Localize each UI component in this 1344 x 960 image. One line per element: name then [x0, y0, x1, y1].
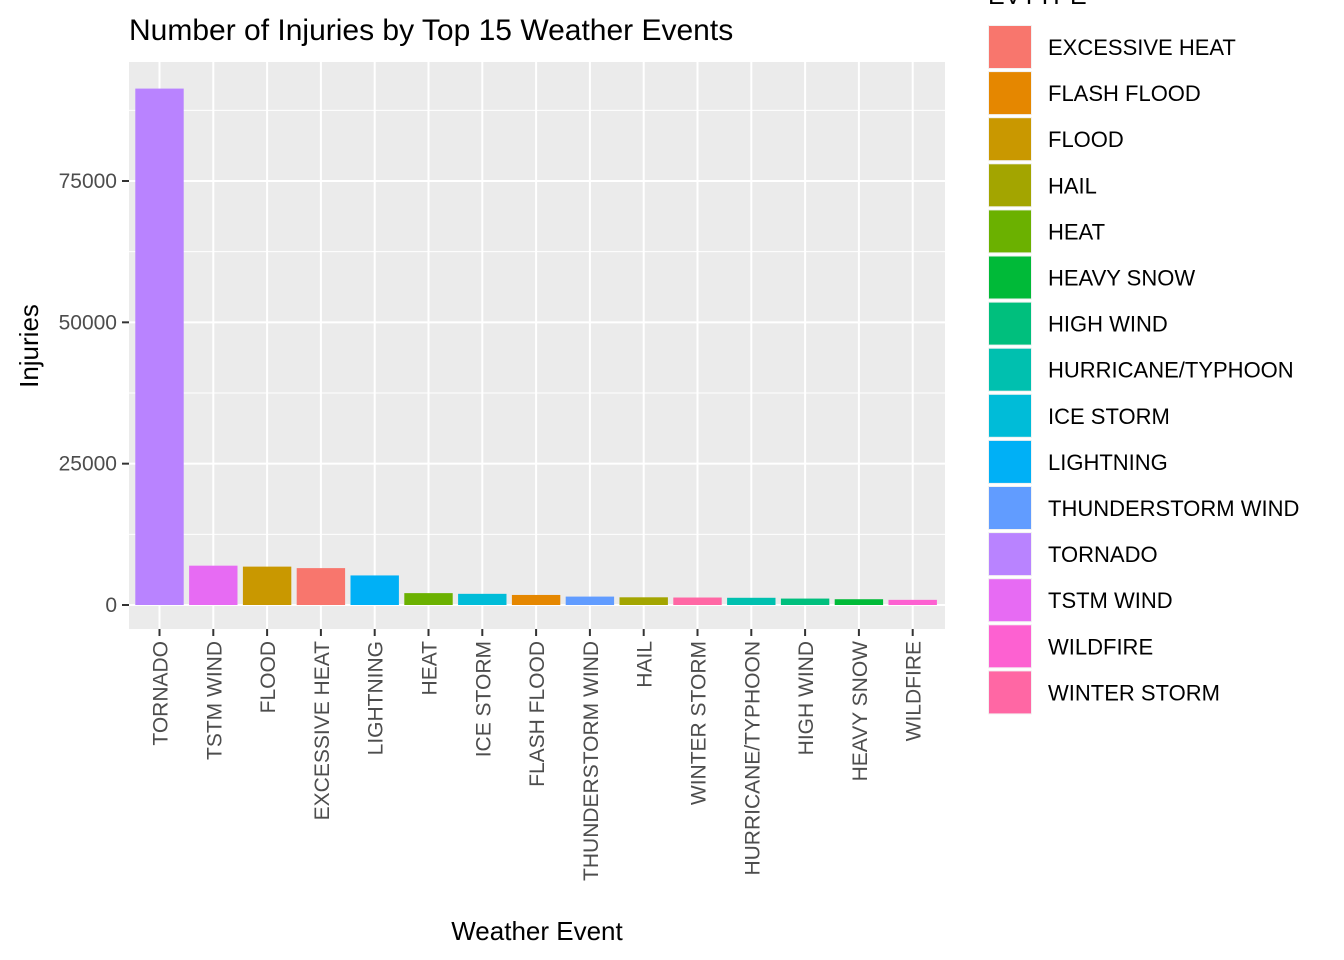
x-tick-label: TORNADO [150, 641, 173, 746]
x-tick-label: HURRICANE/TYPHOON [741, 641, 764, 876]
legend-label: ICE STORM [1048, 404, 1170, 429]
legend-swatch [989, 210, 1031, 253]
x-tick-label: HIGH WIND [795, 641, 818, 755]
legend-label: LIGHTNING [1048, 450, 1168, 475]
bar-wildfire [888, 599, 937, 605]
bar-heavy-snow [834, 599, 884, 605]
legend-swatch [989, 394, 1031, 437]
bar-winter-storm [673, 597, 722, 605]
legend-title: EVTYPE [988, 0, 1087, 10]
bar-thunderstorm-wind [565, 596, 615, 605]
legend-swatch [989, 72, 1031, 115]
x-tick-label: TSTM WIND [203, 641, 226, 760]
legend-label: HEAVY SNOW [1048, 266, 1195, 291]
bar-ice-storm [458, 593, 507, 605]
bar-flood [242, 566, 292, 605]
legend-swatch [989, 487, 1031, 529]
legend-label: TORNADO [1048, 542, 1158, 567]
y-axis-title: Injuries [14, 304, 44, 388]
legend-swatch [989, 440, 1031, 483]
legend-label: HAIL [1048, 173, 1097, 198]
legend-swatch [989, 533, 1031, 576]
legend-label: WILDFIRE [1048, 634, 1153, 659]
x-tick-label: THUNDERSTORM WIND [580, 641, 603, 881]
bar-excessive-heat [296, 568, 346, 605]
legend-label: FLOOD [1048, 127, 1124, 152]
bar-flash-flood [511, 594, 561, 605]
bar-hurricane-typhoon [727, 597, 776, 605]
legend-swatch [989, 26, 1031, 68]
x-tick-label: HEAT [419, 641, 442, 696]
x-tick-label: HAIL [634, 641, 657, 688]
x-tick-label: LIGHTNING [365, 641, 388, 755]
legend-label: HEAT [1048, 219, 1105, 244]
legend-swatch [989, 164, 1031, 207]
bar-heat [404, 593, 453, 605]
legend-label: FLASH FLOOD [1048, 81, 1201, 106]
y-tick-label: 25000 [59, 453, 117, 476]
legend-swatch [989, 671, 1031, 714]
x-tick-label: EXCESSIVE HEAT [311, 641, 334, 821]
x-axis-title: Weather Event [451, 916, 623, 946]
legend-label: TSTM WIND [1048, 588, 1173, 613]
chart-title: Number of Injuries by Top 15 Weather Eve… [129, 14, 733, 47]
legend-swatch [989, 625, 1031, 668]
bar-lightning [350, 575, 399, 605]
x-tick-label: FLASH FLOOD [526, 641, 549, 787]
x-tick-label: WILDFIRE [903, 641, 926, 741]
legend-label: THUNDERSTORM WIND [1048, 496, 1299, 521]
legend-label: WINTER STORM [1048, 680, 1220, 705]
y-tick-label: 50000 [59, 311, 117, 334]
y-tick-label: 0 [105, 594, 117, 617]
legend-label: HIGH WIND [1048, 312, 1168, 337]
bar-hail [619, 597, 668, 605]
legend-label: HURRICANE/TYPHOON [1048, 358, 1294, 383]
x-tick-label: HEAVY SNOW [849, 641, 872, 782]
legend-swatch [989, 302, 1031, 345]
legend-swatch [989, 256, 1031, 299]
bar-high-wind [780, 598, 830, 605]
x-tick-label: ICE STORM [472, 641, 495, 757]
legend-swatch [989, 118, 1031, 161]
y-tick-label: 75000 [59, 170, 117, 193]
bar-tornado [135, 88, 184, 605]
x-tick-label: WINTER STORM [688, 641, 711, 805]
x-tick-label: FLOOD [257, 641, 280, 713]
legend-label: EXCESSIVE HEAT [1048, 35, 1236, 60]
legend-swatch [989, 348, 1031, 391]
legend-swatch [989, 579, 1031, 622]
bar-tstm-wind [189, 565, 238, 605]
